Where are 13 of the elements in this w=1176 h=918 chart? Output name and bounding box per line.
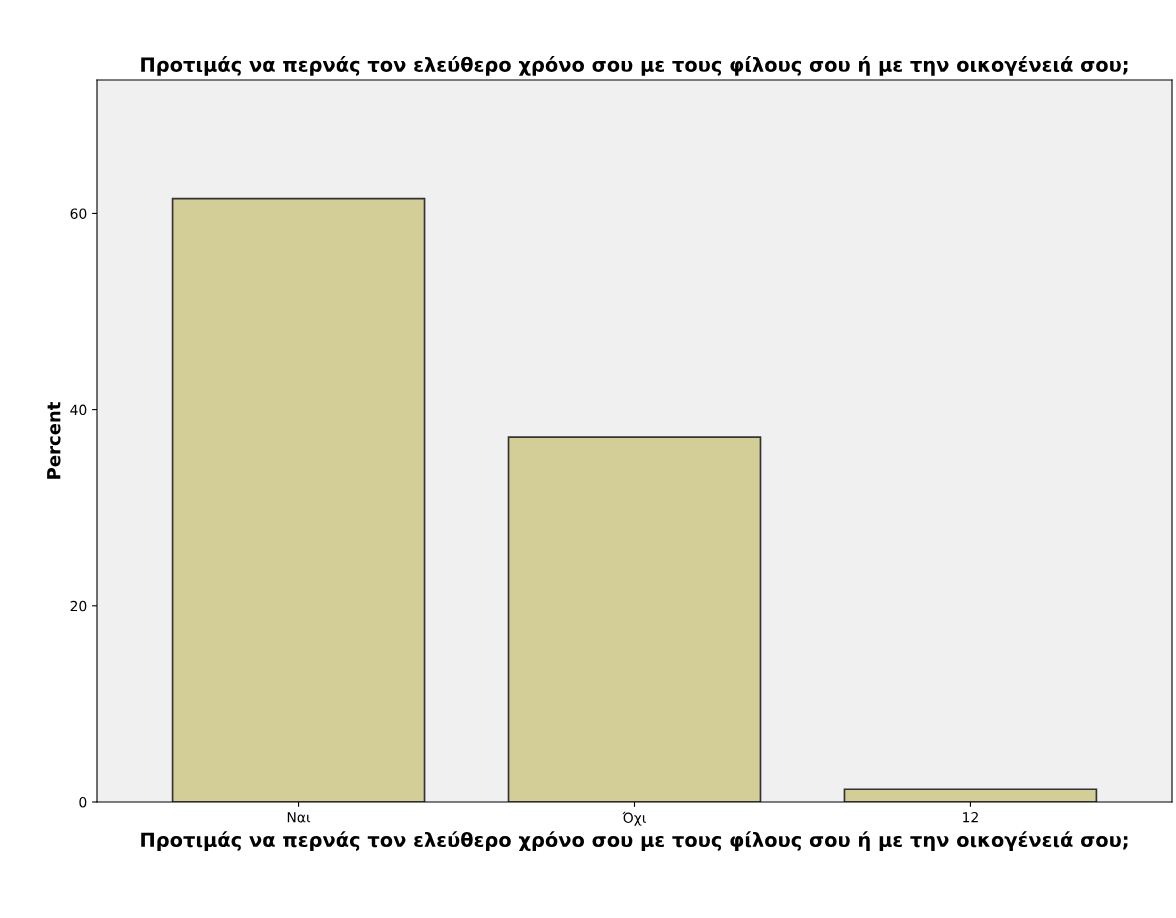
bar	[171, 197, 426, 802]
x-tick-label: Όχι	[622, 811, 647, 826]
x-axis-title: Προτιμάς να περνάς τον ελεύθερο χρόνο σου με τους φίλους σου ή με την οικογένειά σου;	[141, 831, 1128, 851]
bar	[507, 436, 762, 802]
bar	[843, 788, 1098, 802]
x-tick-label: Ναι	[287, 812, 311, 823]
x-tick-label: 12	[963, 811, 978, 823]
y-tick-label: 40	[70, 404, 87, 416]
chart-title: Προτιμάς να περνάς τον ελεύθερο χρόνο σου με τους φίλους σου ή με την οικογένειά σου;	[141, 56, 1128, 76]
y-tick-label: 0	[79, 796, 87, 808]
y-axis-title: Percent	[47, 402, 61, 479]
y-tick-label: 20	[70, 600, 87, 612]
y-tick-label: 60	[70, 208, 87, 219]
